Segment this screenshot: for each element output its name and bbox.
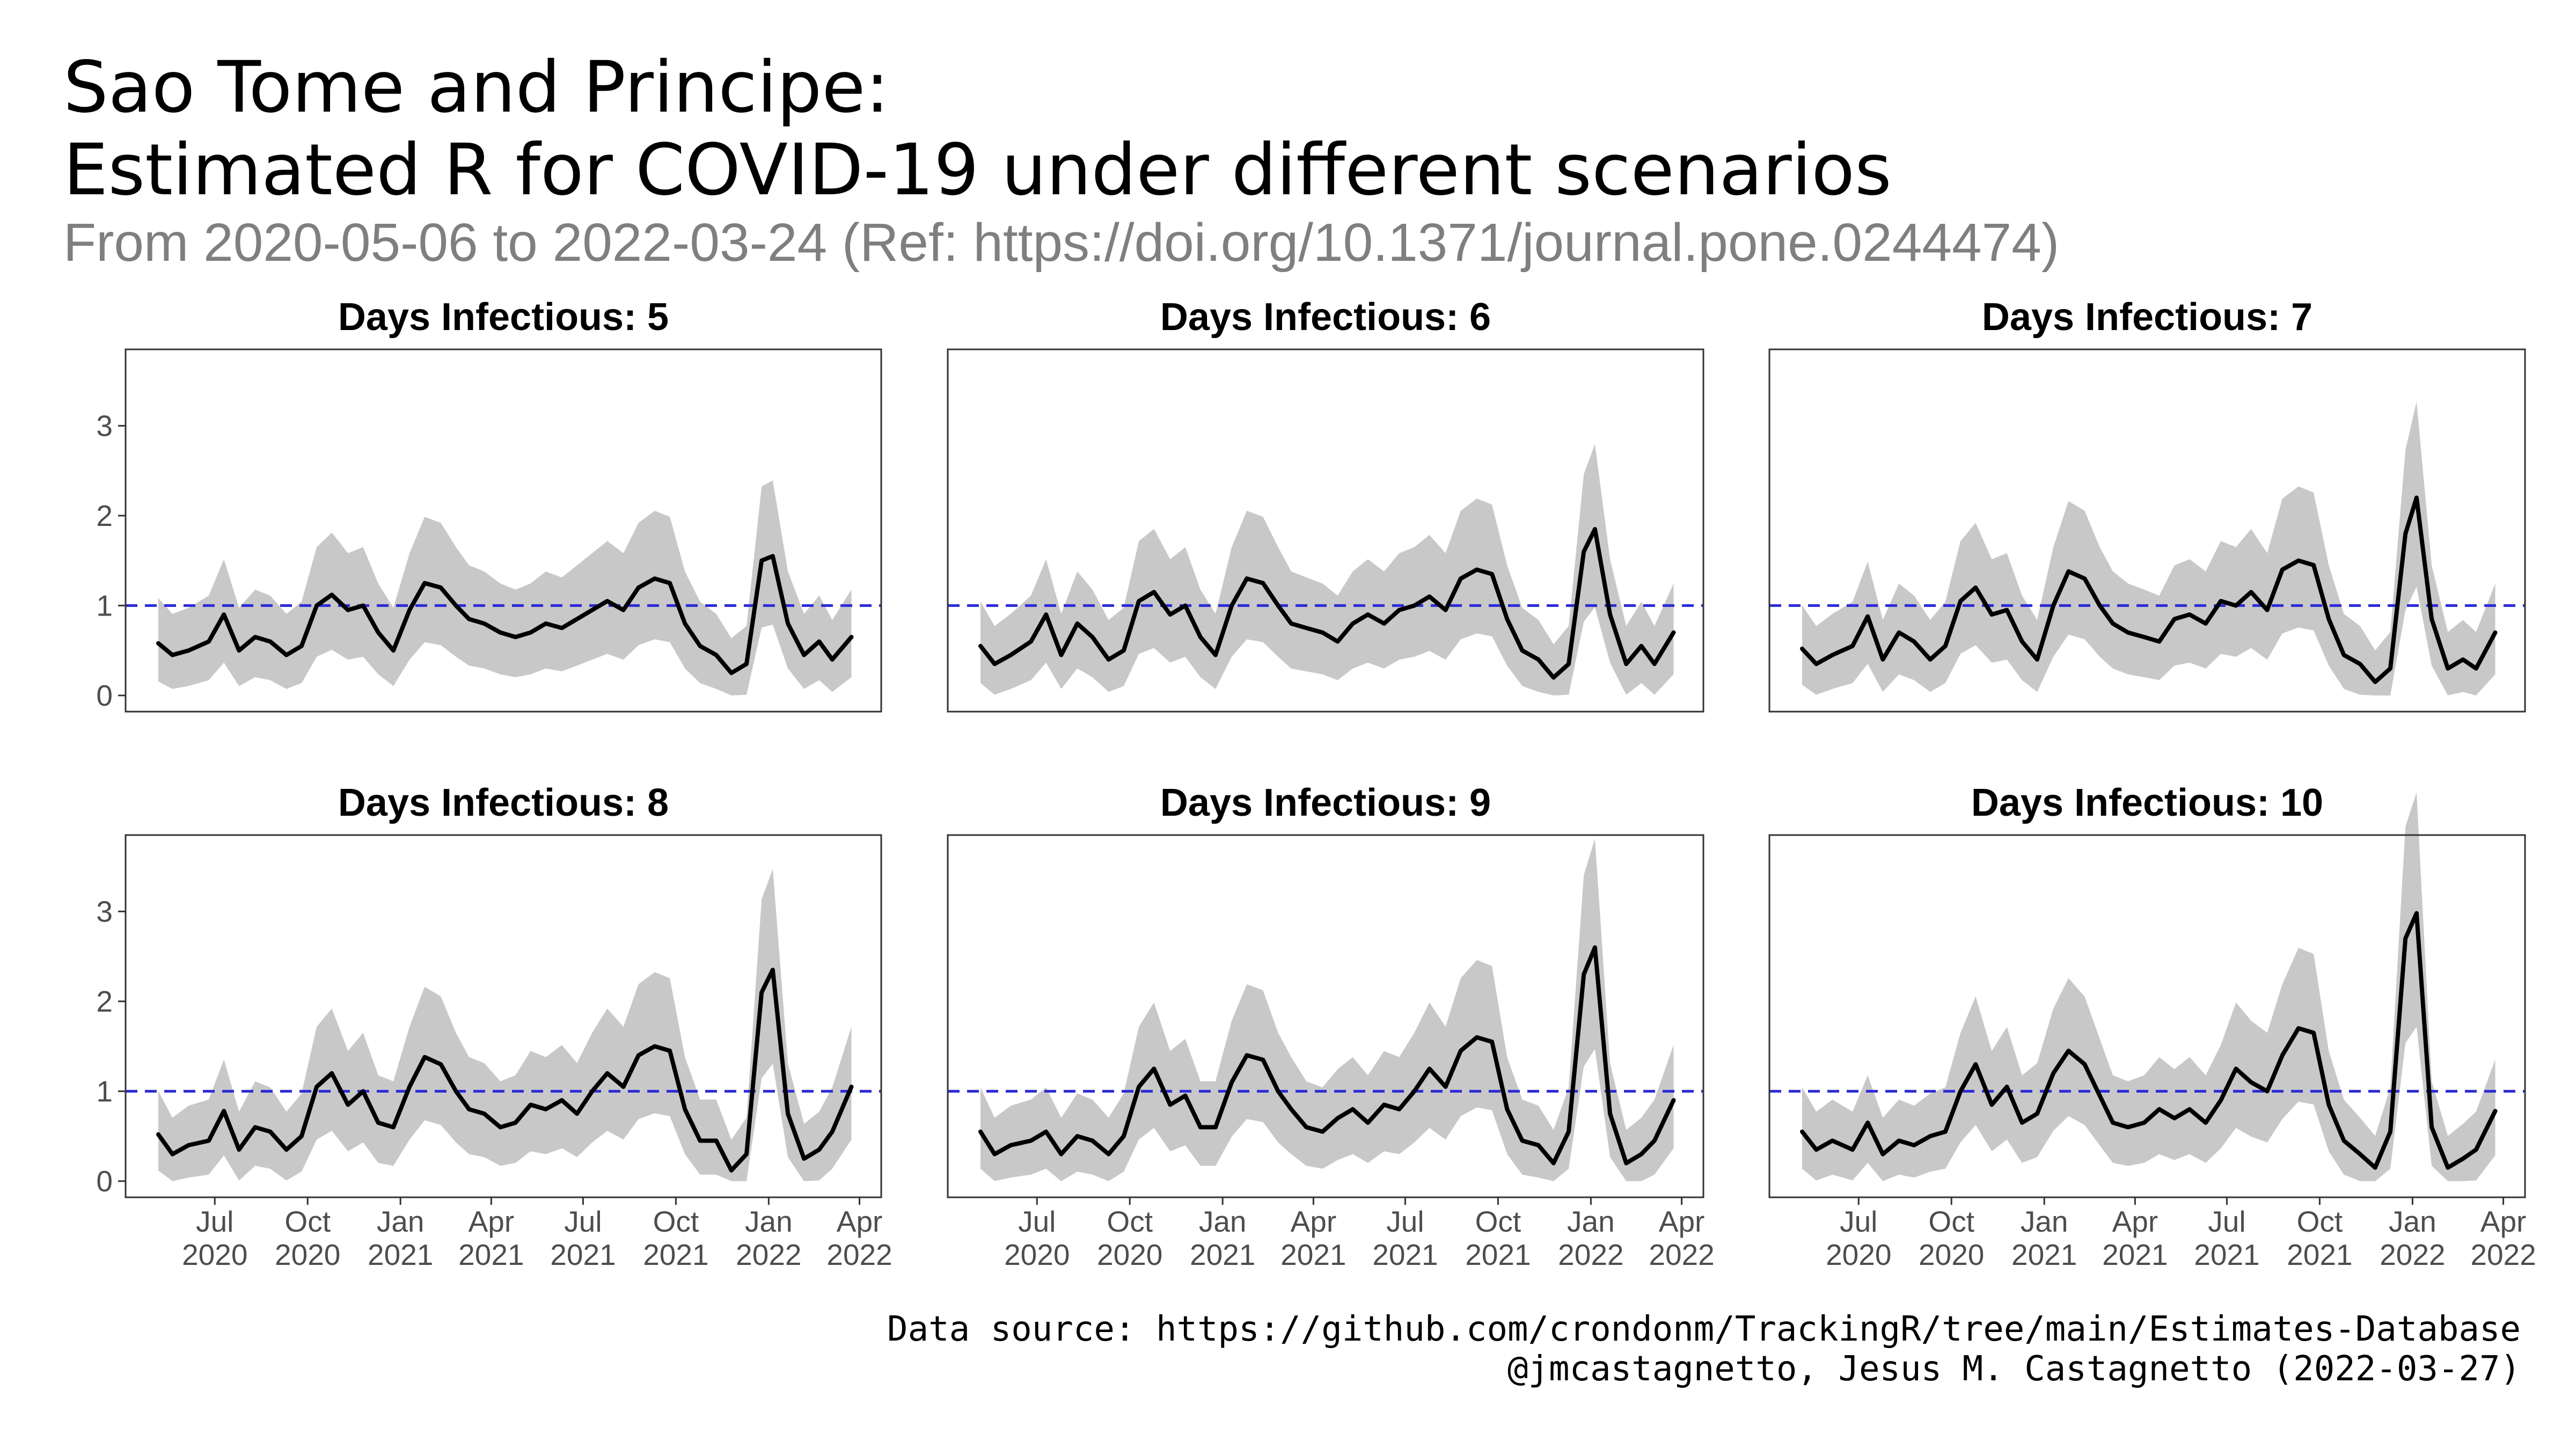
x-tick-label-month: Jan (745, 1205, 793, 1238)
x-tick-label-year: 2021 (1190, 1238, 1255, 1271)
x-tick-label-month: Oct (2297, 1205, 2343, 1238)
y-tick-label: 0 (96, 1165, 113, 1198)
x-tick-label-year: 2021 (2011, 1238, 2077, 1271)
x-tick-label-month: Oct (284, 1205, 331, 1238)
x-tick-label-year: 2022 (2380, 1238, 2445, 1271)
chart-subtitle: From 2020-05-06 to 2022-03-24 (Ref: http… (63, 213, 2060, 273)
x-tick-label-year: 2021 (2194, 1238, 2259, 1271)
facet-title: Days Infectious: 9 (1160, 781, 1491, 824)
title-line-1: Sao Tome and Principe: (63, 46, 890, 129)
x-tick-label-month: Jan (2021, 1205, 2068, 1238)
facet-panel: Days Infectious: 7 (1768, 296, 2526, 713)
y-tick-label: 3 (96, 409, 113, 442)
panel-border (947, 348, 1704, 713)
confidence-ribbon (1802, 792, 2496, 1181)
x-tick-label-year: 2021 (1465, 1238, 1531, 1271)
y-tick-label: 2 (96, 985, 113, 1018)
caption-source: Data source: https://github.com/crondonm… (887, 1309, 2521, 1349)
x-tick-label-year: 2020 (1097, 1238, 1162, 1271)
x-tick-label-month: Jan (377, 1205, 425, 1238)
x-tick-label-month: Apr (1291, 1205, 1337, 1238)
y-tick-label: 0 (96, 679, 113, 712)
y-tick-label: 1 (96, 589, 113, 622)
x-tick-label-year: 2021 (643, 1238, 708, 1271)
x-tick-label-month: Jul (2208, 1205, 2245, 1238)
confidence-ribbon (158, 480, 852, 696)
x-tick-label-month: Jan (1199, 1205, 1247, 1238)
confidence-ribbon (158, 869, 852, 1181)
x-tick-label-year: 2022 (1558, 1238, 1623, 1271)
facet-panel: Days Infectious: 80123Jul2020Oct2020Jan2… (96, 781, 892, 1271)
x-tick-label-year: 2021 (458, 1238, 524, 1271)
title-line-2: Estimated R for COVID-19 under different… (63, 129, 1892, 211)
facet-title: Days Infectious: 7 (1982, 296, 2312, 339)
y-tick-label: 1 (96, 1074, 113, 1108)
panel-border (947, 834, 1704, 1198)
x-tick-label-year: 2020 (1004, 1238, 1070, 1271)
r-estimate-line (156, 968, 854, 1173)
x-tick-label-year: 2022 (826, 1238, 892, 1271)
facet-title: Days Infectious: 8 (338, 781, 669, 824)
confidence-ribbon (980, 838, 1674, 1181)
x-tick-label-month: Oct (1475, 1205, 1521, 1238)
confidence-ribbon (1802, 401, 2496, 696)
x-tick-label-year: 2020 (1826, 1238, 1891, 1271)
x-tick-label-month: Jan (2389, 1205, 2436, 1238)
x-tick-label-month: Apr (2112, 1205, 2158, 1238)
x-tick-label-year: 2021 (2102, 1238, 2168, 1271)
r-estimate-line (978, 527, 1676, 680)
x-tick-label-month: Oct (1107, 1205, 1153, 1238)
x-tick-label-month: Jul (1386, 1205, 1424, 1238)
x-tick-label-year: 2021 (2287, 1238, 2352, 1271)
x-tick-label-month: Jul (196, 1205, 233, 1238)
x-tick-label-year: 2021 (1372, 1238, 1438, 1271)
x-tick-label-month: Jul (564, 1205, 602, 1238)
panel-border (1768, 834, 2526, 1198)
x-tick-label-month: Apr (469, 1205, 515, 1238)
facet-panel: Days Infectious: 9Jul2020Oct2020Jan2021A… (947, 781, 1715, 1271)
x-tick-label-month: Apr (837, 1205, 883, 1238)
caption-author: @jmcastagnetto, Jesus M. Castagnetto (20… (1507, 1349, 2521, 1389)
confidence-ribbon (980, 444, 1674, 696)
y-tick-label: 3 (96, 895, 113, 928)
x-tick-label-month: Apr (1659, 1205, 1705, 1238)
r-estimate-line (1800, 911, 2498, 1170)
x-tick-label-month: Apr (2480, 1205, 2527, 1238)
caption: Data source: https://github.com/crondonm… (887, 1309, 2521, 1389)
y-tick-label: 2 (96, 499, 113, 532)
panel-border (125, 834, 882, 1198)
facet-panel: Days Infectious: 10Jul2020Oct2020Jan2021… (1768, 781, 2536, 1271)
x-tick-label-year: 2022 (2470, 1238, 2536, 1271)
x-tick-label-year: 2021 (550, 1238, 616, 1271)
chart-title: Sao Tome and Principe: Estimated R for C… (63, 46, 1892, 211)
facet-title: Days Infectious: 5 (338, 296, 669, 339)
facet-title: Days Infectious: 10 (1971, 781, 2323, 824)
x-tick-label-year: 2022 (1649, 1238, 1714, 1271)
facet-title: Days Infectious: 6 (1160, 296, 1491, 339)
x-tick-label-year: 2020 (182, 1238, 247, 1271)
r-estimate-line (156, 554, 854, 675)
x-tick-label-month: Jul (1840, 1205, 1877, 1238)
x-tick-label-year: 2021 (1280, 1238, 1346, 1271)
x-tick-label-year: 2022 (736, 1238, 801, 1271)
x-tick-label-year: 2020 (1919, 1238, 1984, 1271)
x-tick-label-month: Jan (1567, 1205, 1615, 1238)
facet-panel: Days Infectious: 6 (947, 296, 1704, 713)
x-tick-label-month: Oct (1928, 1205, 1974, 1238)
x-tick-label-month: Oct (653, 1205, 699, 1238)
x-tick-label-month: Jul (1018, 1205, 1056, 1238)
x-tick-label-year: 2021 (368, 1238, 433, 1271)
x-tick-label-year: 2020 (275, 1238, 340, 1271)
panel-border (125, 348, 882, 713)
panel-border (1768, 348, 2526, 713)
r-estimate-line (1800, 495, 2498, 684)
facet-panel: Days Infectious: 5 0 1 2 3 (96, 296, 882, 713)
r-estimate-line (978, 945, 1676, 1166)
